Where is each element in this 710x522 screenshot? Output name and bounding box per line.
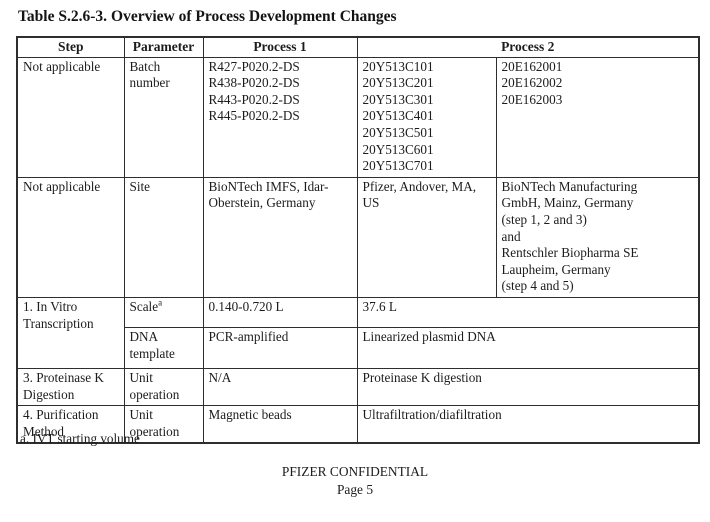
cell-process1: R427-P020.2-DS R438-P020.2-DS R443-P020.… <box>202 56 358 178</box>
cell-process2: Ultrafiltration/diafiltration <box>356 405 700 444</box>
cell-parameter: Site <box>123 176 204 298</box>
table-title-number: Table S.2.6-3. <box>18 8 108 25</box>
process-development-table: Step Parameter Process 1 Process 2 Not a… <box>16 36 700 445</box>
header-parameter: Parameter <box>123 36 204 58</box>
page-footer: PFIZER CONFIDENTIAL Page 5 <box>0 463 710 498</box>
header-step: Step <box>16 36 125 58</box>
cell-process2: Proteinase K digestion <box>356 367 700 407</box>
table-title: Table S.2.6-3. Overview of Process Develo… <box>18 8 397 26</box>
cell-step: 4. Purification Method <box>16 405 125 444</box>
cell-parameter: Unit operation <box>123 367 204 407</box>
header-row: Step Parameter Process 1 Process 2 <box>16 36 700 58</box>
cell-parameter: Unit operation <box>123 405 204 444</box>
cell-process2b: 20E162001 20E162002 20E162003 <box>495 56 700 178</box>
cell-process1: PCR-amplified <box>202 326 358 369</box>
cell-process1: N/A <box>202 367 358 407</box>
row-purification-method: 4. Purification Method Unit operation Ma… <box>16 405 700 444</box>
row-batch-number: Not applicable Batch number R427-P020.2-… <box>16 56 700 178</box>
cell-process2: 37.6 L <box>356 296 700 328</box>
confidential-label: PFIZER CONFIDENTIAL <box>281 464 429 479</box>
cell-process2a: 20Y513C101 20Y513C201 20Y513C301 20Y513C… <box>356 56 497 178</box>
cell-process2b: BioNTech Manufacturing GmbH, Mainz, Germ… <box>495 176 700 298</box>
table-title-text: Overview of Process Development Changes <box>111 8 397 25</box>
cell-parameter: DNA template <box>123 326 204 369</box>
footnote-marker: a <box>158 297 163 308</box>
cell-process2: Linearized plasmid DNA <box>356 326 700 369</box>
cell-parameter: Batch number <box>123 56 204 178</box>
cell-step: 1. In Vitro Transcription <box>16 296 125 369</box>
parameter-text: Scale <box>129 298 159 314</box>
header-process2: Process 2 <box>356 36 700 58</box>
cell-process2a: Pfizer, Andover, MA, US <box>356 176 497 298</box>
table-footnote: a. IVT starting volume <box>20 431 140 446</box>
cell-parameter: Scalea <box>123 296 204 328</box>
cell-process1: Magnetic beads <box>202 405 358 444</box>
row-proteinase-k-digestion: 3. Proteinase K Digestion Unit operation… <box>16 367 700 407</box>
cell-step: Not applicable <box>16 56 125 178</box>
cell-process1: 0.140-0.720 L <box>202 296 358 328</box>
cell-process1: BioNTech IMFS, Idar- Oberstein, Germany <box>202 176 358 298</box>
cell-step: 3. Proteinase K Digestion <box>16 367 125 407</box>
row-scale: 1. In Vitro Transcription Scalea 0.140-0… <box>16 296 700 369</box>
header-process1: Process 1 <box>202 36 358 58</box>
row-dna-template: DNA template PCR-amplified Linearized pl… <box>17 326 700 369</box>
cell-step: Not applicable <box>16 176 125 298</box>
row-site: Not applicable Site BioNTech IMFS, Idar-… <box>16 176 700 298</box>
page-number: Page 5 <box>336 481 374 497</box>
